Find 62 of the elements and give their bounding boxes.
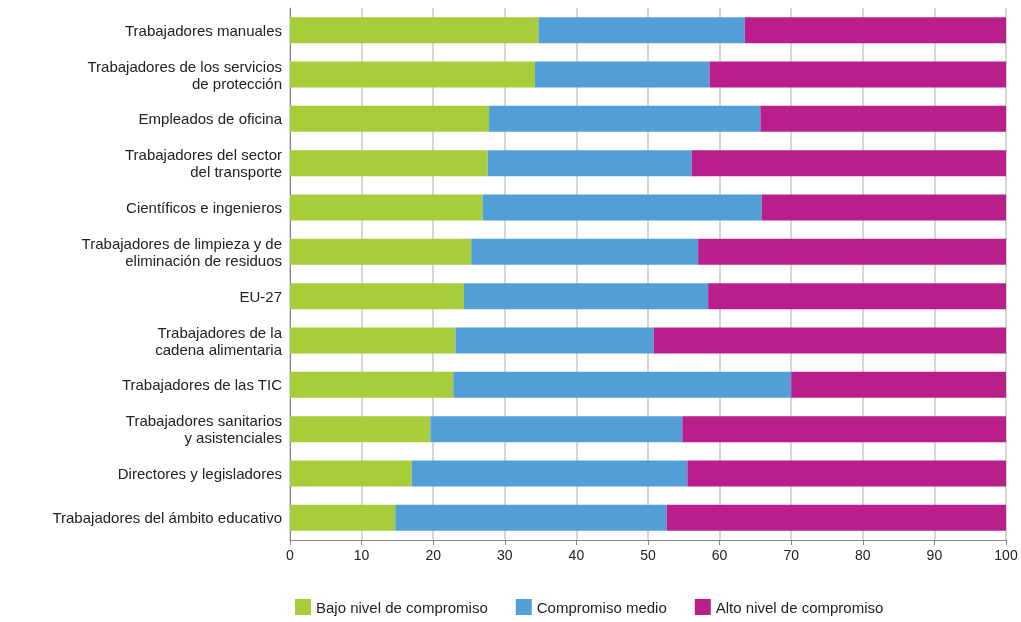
x-tick-label: 80: [855, 547, 871, 563]
y-tick-label: Trabajadores de las TIC: [121, 376, 283, 394]
y-tick-label: Trabajadores de limpieza y de eliminación de residuos: [81, 234, 282, 269]
x-tick-label: 10: [353, 547, 370, 563]
x-tick-label: 40: [568, 547, 585, 563]
y-tick-label: Trabajadores del sector del transporte: [124, 146, 282, 181]
x-tick-label: 90: [926, 547, 943, 563]
bar: [290, 105, 490, 132]
bar: [538, 17, 745, 44]
bar: [682, 416, 1006, 443]
bar: [430, 416, 683, 443]
bar: [290, 17, 539, 44]
bar: [411, 460, 688, 487]
bar: [290, 416, 431, 443]
bar: [744, 17, 1006, 44]
bar: [761, 194, 1006, 221]
y-tick-label: Empleados de oficina: [138, 110, 283, 128]
bar: [290, 238, 472, 265]
x-tick-label: 100: [994, 547, 1018, 563]
bar: [290, 194, 483, 221]
bar: [687, 460, 1006, 487]
bar: [482, 194, 762, 221]
bar: [395, 504, 667, 531]
y-tick-label: Científicos e ingenieros: [126, 199, 282, 216]
bar: [489, 105, 761, 132]
bar: [708, 283, 1006, 310]
y-tick-label: Trabajadores de la cadena alimentaria: [155, 323, 283, 358]
x-tick-label: 20: [425, 547, 442, 563]
bar: [290, 460, 412, 487]
y-tick-label: Trabajadores manuales: [124, 21, 282, 39]
bar: [290, 61, 535, 88]
y-tick-label: EU-27: [239, 287, 282, 305]
bar: [463, 283, 709, 310]
bar: [455, 327, 654, 354]
bar: [487, 150, 692, 177]
x-tick-label: 30: [497, 547, 513, 563]
bar: [691, 150, 1006, 177]
y-tick-label: Trabajadores de los servicios de protección: [87, 57, 282, 92]
bar: [653, 327, 1006, 354]
legend-label: Bajo nivel de compromiso: [316, 598, 488, 616]
x-tick-label: 70: [783, 547, 800, 563]
bar: [290, 327, 456, 354]
y-tick-label: Directores y legisladores: [117, 465, 282, 482]
bar: [709, 61, 1006, 88]
bar: [290, 283, 464, 310]
bar: [290, 150, 488, 177]
y-tick-label: Trabajadores sanitarios y asistenciales: [125, 412, 282, 447]
bar: [791, 371, 1006, 398]
x-tick-label: 60: [711, 547, 728, 563]
bar: [290, 371, 454, 398]
legend-label: Compromiso medio: [536, 598, 667, 616]
x-tick-label: 50: [640, 547, 656, 563]
x-tick-label: 0: [286, 547, 295, 563]
bar: [698, 238, 1006, 265]
legend-label: Alto nivel de compromiso: [715, 598, 884, 616]
bar: [534, 61, 710, 88]
y-tick-label: Trabajadores del ámbito educativo: [52, 509, 282, 527]
bar: [453, 371, 792, 398]
bar: [290, 504, 396, 531]
bar: [471, 238, 699, 265]
bar: [760, 105, 1006, 132]
bar: [666, 504, 1006, 531]
